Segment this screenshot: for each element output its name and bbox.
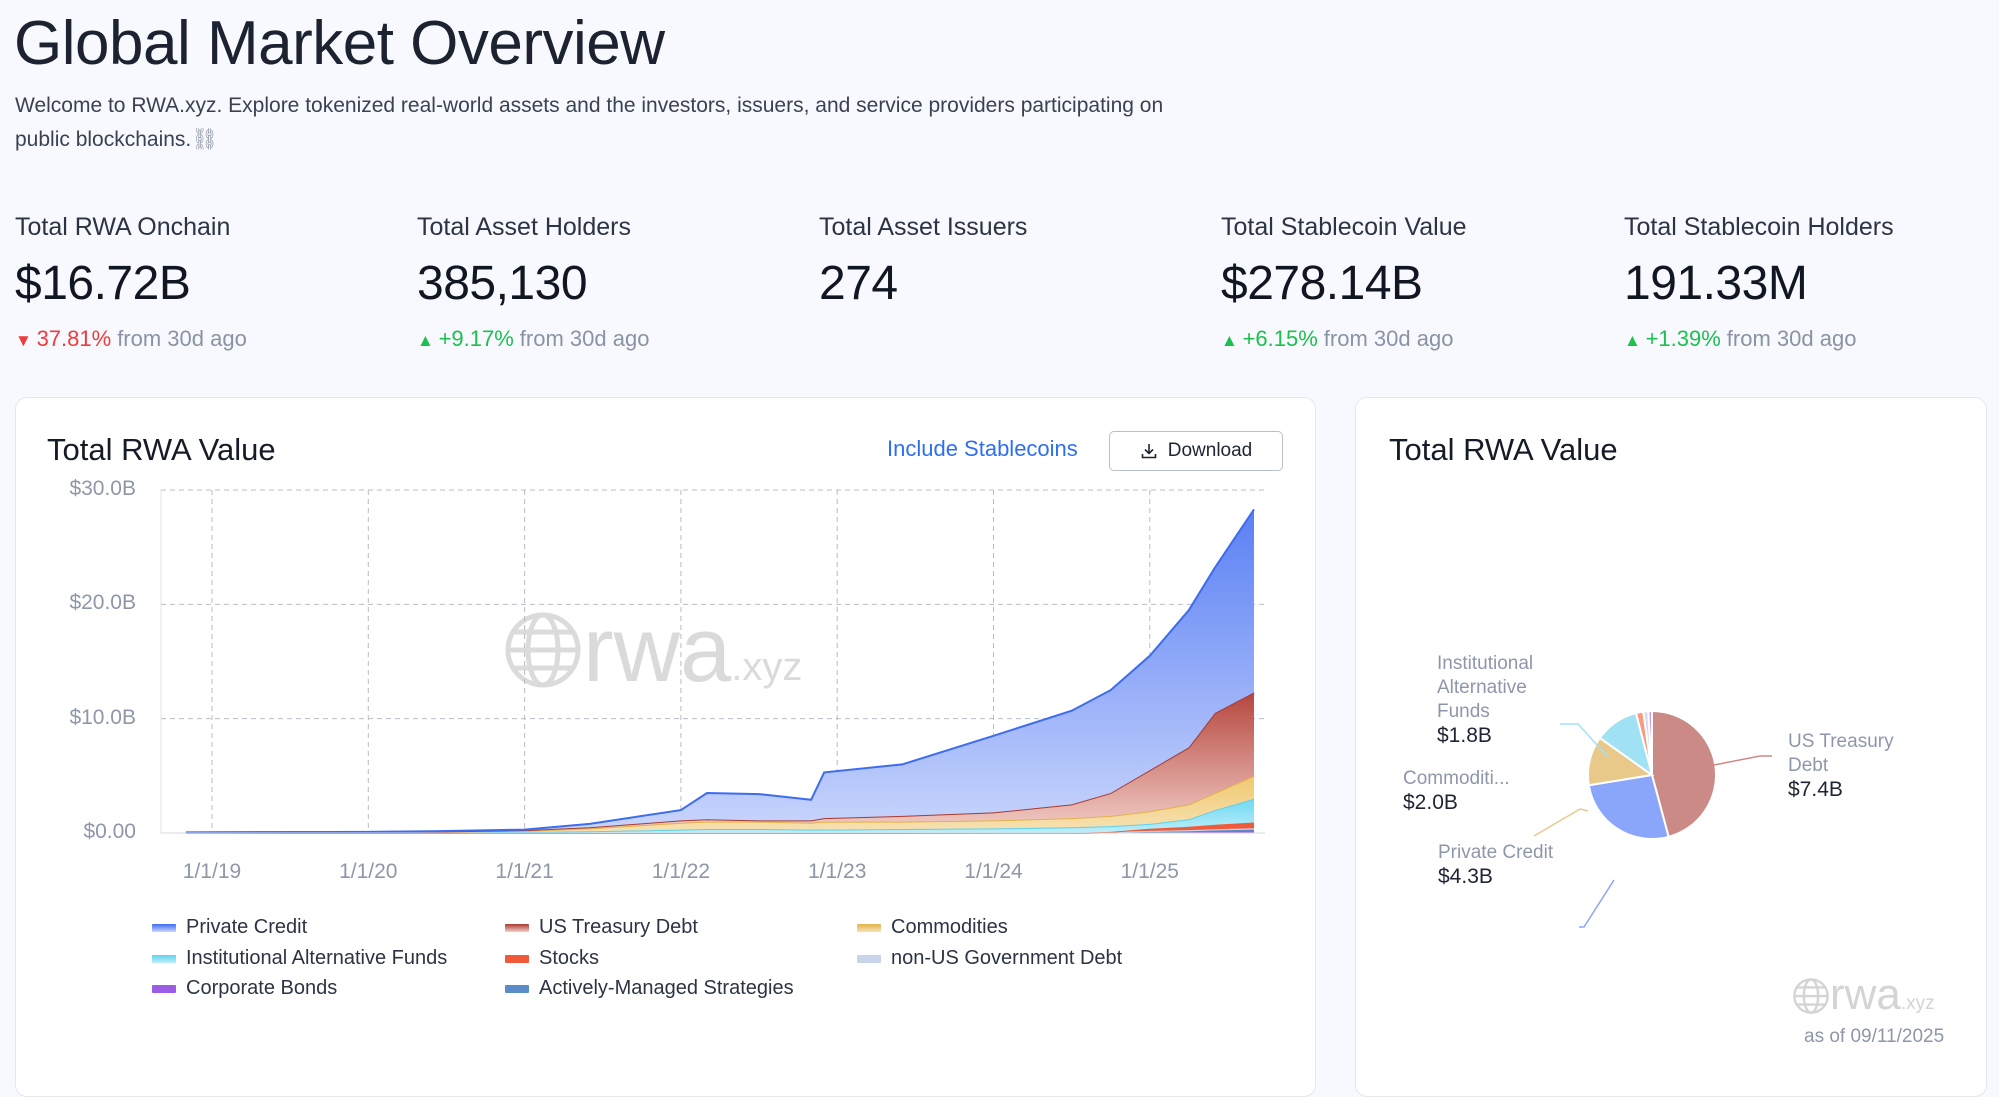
as-of-date: as of 09/11/2025 [1804, 1026, 1945, 1047]
legend-swatch [505, 954, 529, 963]
globe-icon [1793, 978, 1829, 1014]
legend-item[interactable]: non-US Government Debt [857, 947, 1122, 970]
stat-label: Total RWA Onchain [15, 213, 231, 241]
area-private-credit [185, 509, 1254, 833]
change-suffix: from 30d ago [117, 326, 247, 351]
legend-swatch [152, 954, 176, 963]
x-tick-label: 1/1/22 [651, 860, 711, 883]
stat-value: 385,130 [417, 257, 588, 310]
change-suffix: from 30d ago [1726, 326, 1857, 351]
x-tick-label: 1/1/23 [807, 860, 867, 883]
pie-chart [1533, 709, 1772, 928]
pie-label-us-treasury: US Treasury Debt $7.4B [1788, 731, 1894, 801]
y-tick-label: $10.0B [69, 705, 136, 729]
change-suffix: from 30d ago [519, 326, 650, 351]
legend-item[interactable]: Corporate Bonds [152, 977, 337, 1000]
legend-label: US Treasury Debt [539, 916, 698, 938]
legend-item[interactable]: Private Credit [152, 916, 307, 939]
download-button[interactable]: Download [1109, 431, 1283, 471]
change-value: +9.17% [438, 326, 514, 351]
legend-label: Actively-Managed Strategies [539, 977, 794, 999]
pie-slice-us-treasury-debt[interactable] [1651, 709, 1717, 839]
stat-value: $278.14B [1221, 257, 1423, 310]
arrow-up-icon: ▲ [1624, 331, 1646, 350]
legend-swatch [505, 923, 529, 932]
arrow-up-icon: ▲ [417, 331, 439, 350]
legend-swatch [857, 954, 881, 963]
y-tick-label: $20.0B [69, 591, 136, 615]
stat-change: ▲ +1.39% from 30d ago [1624, 326, 1856, 352]
stat-change: ▲ +9.17% from 30d ago [417, 326, 649, 352]
download-icon [1141, 444, 1157, 459]
change-suffix: from 30d ago [1323, 326, 1454, 351]
pie-label-private-credit: Private Credit $4.3B [1438, 842, 1554, 888]
x-tick-label: 1/1/25 [1120, 860, 1179, 883]
chain-icon: ⛓ [191, 128, 218, 151]
pie-label-institutional: Institutional Alternative Funds $1.8B [1437, 653, 1534, 747]
y-tick-label: $0.00 [83, 820, 136, 843]
page-title: Global Market Overview [14, 9, 665, 78]
legend-label: Private Credit [186, 916, 308, 938]
pie-label-commodities: Commoditi... $2.0B [1403, 768, 1510, 814]
page-subtitle-end: public blockchains. [15, 128, 192, 151]
legend-label: Stocks [539, 947, 600, 969]
y-tick-label: $30.0B [69, 477, 136, 500]
pie-slice-corporate-bonds[interactable] [1647, 709, 1653, 776]
x-tick-label: 1/1/20 [339, 860, 398, 883]
pie-leader-line [1713, 755, 1772, 766]
stat-change: ▲ +6.15% from 30d ago [1221, 326, 1453, 352]
stat-label: Total Stablecoin Value [1221, 213, 1467, 241]
stat-value: 274 [819, 257, 898, 310]
area-chart-title: Total RWA Value [47, 432, 276, 467]
legend-item[interactable]: Commodities [857, 916, 1008, 939]
legend-label: Commodities [891, 916, 1008, 938]
legend-swatch [152, 923, 176, 932]
legend-swatch [857, 923, 881, 932]
arrow-down-icon: ▼ [15, 331, 37, 350]
legend-item[interactable]: US Treasury Debt [505, 916, 698, 939]
legend-label: non-US Government Debt [891, 947, 1123, 969]
legend-label: Corporate Bonds [186, 977, 338, 999]
change-value: 37.81% [36, 326, 112, 351]
stat-label: Total Asset Issuers [819, 213, 1028, 241]
legend-swatch [505, 984, 529, 993]
stat-value: 191.33M [1624, 257, 1808, 310]
pie-leader-line [1560, 723, 1609, 758]
pie-leader-line [1579, 879, 1615, 928]
x-tick-label: 1/1/19 [182, 860, 242, 883]
line-private-credit [185, 508, 1255, 834]
legend-item[interactable]: Actively-Managed Strategies [505, 977, 794, 1000]
stat-value: $16.72B [15, 257, 191, 310]
rwa-watermark-small: rwa .xyz [1792, 973, 1935, 1017]
page-subtitle: Welcome to RWA.xyz. Explore tokenized re… [15, 94, 1164, 117]
area-chart [160, 489, 1265, 834]
globe-icon [505, 612, 581, 688]
stat-label: Total Stablecoin Holders [1624, 213, 1894, 241]
include-stablecoins-toggle[interactable]: Include Stablecoins [887, 436, 1078, 461]
legend-swatch [152, 984, 176, 993]
download-label: Download [1167, 440, 1253, 461]
change-value: +6.15% [1242, 326, 1318, 351]
rwa-watermark: rwa .xyz [503, 604, 802, 696]
x-tick-label: 1/1/24 [964, 860, 1023, 883]
pie-chart-title: Total RWA Value [1389, 432, 1618, 467]
legend-label: Institutional Alternative Funds [186, 947, 448, 969]
legend-item[interactable]: Institutional Alternative Funds [152, 947, 447, 970]
pie-leader-line [1533, 808, 1589, 837]
stat-change: ▼ 37.81% from 30d ago [15, 326, 247, 352]
arrow-up-icon: ▲ [1221, 331, 1243, 350]
change-value: +1.39% [1645, 326, 1721, 351]
legend-item[interactable]: Stocks [505, 947, 599, 970]
stat-label: Total Asset Holders [417, 213, 631, 241]
x-tick-label: 1/1/21 [495, 860, 554, 883]
pie-slice-private-credit[interactable] [1587, 773, 1670, 840]
